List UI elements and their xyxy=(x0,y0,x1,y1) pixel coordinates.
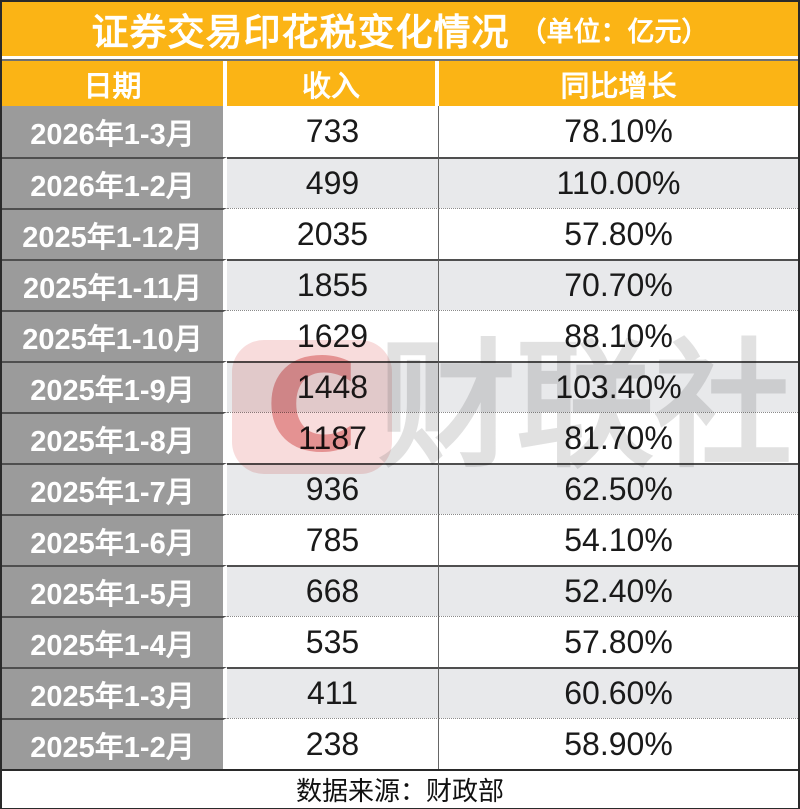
growth-cell: 110.00% xyxy=(439,157,798,208)
table-body: 2026年1-3月 733 78.10% 2026年1-2月 499 110.0… xyxy=(2,106,798,769)
column-header-income: 收入 xyxy=(227,61,439,106)
table-row: 2025年1-2月 238 58.90% xyxy=(2,718,798,769)
growth-cell: 62.50% xyxy=(439,463,798,514)
table-title-bar: 证券交易印花税变化情况 （单位：亿元） xyxy=(2,2,798,59)
table-title-unit: （单位：亿元） xyxy=(519,16,709,47)
income-cell: 668 xyxy=(227,565,439,616)
income-cell: 1855 xyxy=(227,259,439,310)
income-cell: 1629 xyxy=(227,310,439,361)
date-cell: 2025年1-6月 xyxy=(2,514,227,565)
table-row: 2025年1-4月 535 57.80% xyxy=(2,616,798,667)
table-row: 2025年1-10月 1629 88.10% xyxy=(2,310,798,361)
table-row: 2026年1-2月 499 110.00% xyxy=(2,157,798,208)
income-cell: 411 xyxy=(227,667,439,718)
source-text: 数据来源：财政部 xyxy=(295,776,504,806)
table-row: 2025年1-6月 785 54.10% xyxy=(2,514,798,565)
income-cell: 2035 xyxy=(227,208,439,259)
date-cell: 2026年1-3月 xyxy=(2,106,227,157)
growth-cell: 70.70% xyxy=(439,259,798,310)
income-cell: 238 xyxy=(227,718,439,769)
date-cell: 2025年1-10月 xyxy=(2,310,227,361)
growth-cell: 58.90% xyxy=(439,718,798,769)
table-row: 2026年1-3月 733 78.10% xyxy=(2,106,798,157)
date-cell: 2025年1-5月 xyxy=(2,565,227,616)
growth-cell: 103.40% xyxy=(439,361,798,412)
growth-cell: 60.60% xyxy=(439,667,798,718)
date-cell: 2025年1-12月 xyxy=(2,208,227,259)
table-row: 2025年1-5月 668 52.40% xyxy=(2,565,798,616)
column-header-row: 日期 收入 同比增长 xyxy=(2,59,798,106)
column-header-growth: 同比增长 xyxy=(560,70,677,103)
growth-cell: 52.40% xyxy=(439,565,798,616)
column-header-date: 日期 xyxy=(2,61,227,106)
income-cell: 936 xyxy=(227,463,439,514)
table-row: 2025年1-7月 936 62.50% xyxy=(2,463,798,514)
date-cell: 2026年1-2月 xyxy=(2,157,227,208)
date-cell: 2025年1-3月 xyxy=(2,667,227,718)
growth-cell: 81.70% xyxy=(439,412,798,463)
table-row: 2025年1-9月 1448 103.40% xyxy=(2,361,798,412)
income-cell: 499 xyxy=(227,157,439,208)
growth-cell: 88.10% xyxy=(439,310,798,361)
income-cell: 1187 xyxy=(227,412,439,463)
table-row: 2025年1-12月 2035 57.80% xyxy=(2,208,798,259)
growth-cell: 54.10% xyxy=(439,514,798,565)
date-cell: 2025年1-4月 xyxy=(2,616,227,667)
growth-cell: 57.80% xyxy=(439,208,798,259)
table-row: 2025年1-11月 1855 70.70% xyxy=(2,259,798,310)
table-row: 2025年1-8月 1187 81.70% xyxy=(2,412,798,463)
income-cell: 535 xyxy=(227,616,439,667)
table-row: 2025年1-3月 411 60.60% xyxy=(2,667,798,718)
date-cell: 2025年1-8月 xyxy=(2,412,227,463)
growth-cell: 57.80% xyxy=(439,616,798,667)
income-cell: 785 xyxy=(227,514,439,565)
source-footer: 数据来源：财政部 xyxy=(2,769,798,808)
table-title: 证券交易印花税变化情况 xyxy=(91,12,510,53)
date-cell: 2025年1-2月 xyxy=(2,718,227,769)
date-cell: 2025年1-11月 xyxy=(2,259,227,310)
date-cell: 2025年1-7月 xyxy=(2,463,227,514)
income-cell: 733 xyxy=(227,106,439,157)
income-cell: 1448 xyxy=(227,361,439,412)
growth-cell: 78.10% xyxy=(439,106,798,157)
date-cell: 2025年1-9月 xyxy=(2,361,227,412)
